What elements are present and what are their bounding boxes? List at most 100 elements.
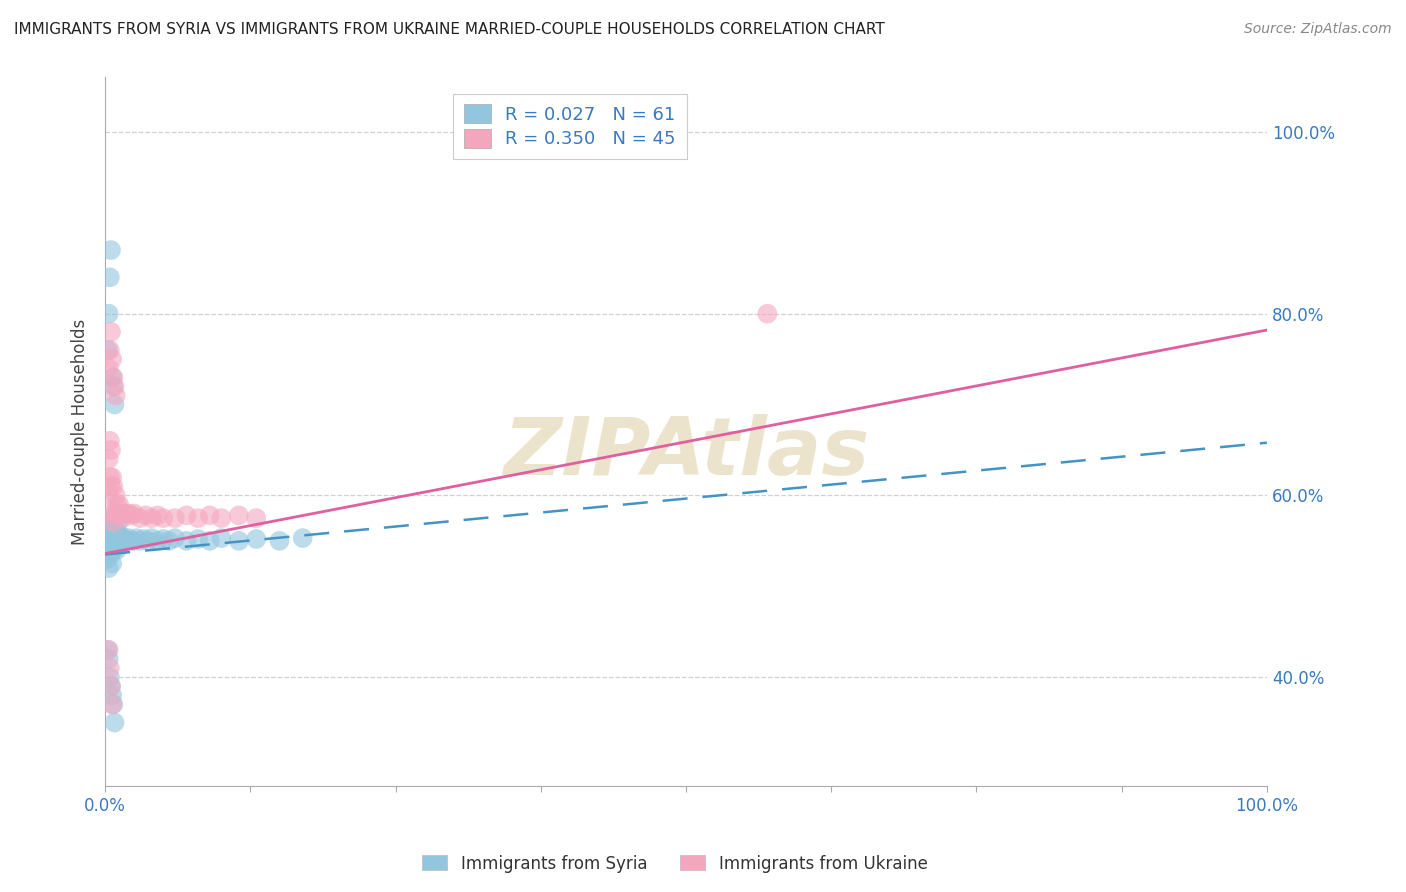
- Legend: R = 0.027   N = 61, R = 0.350   N = 45: R = 0.027 N = 61, R = 0.350 N = 45: [453, 94, 686, 160]
- Point: [108, 498, 131, 512]
- Point: [152, 511, 174, 525]
- Point: [103, 524, 125, 539]
- Point: [100, 243, 122, 257]
- Point: [114, 507, 136, 521]
- Point: [209, 531, 232, 545]
- Point: [101, 370, 124, 384]
- Point: [209, 511, 232, 525]
- Point: [107, 516, 129, 530]
- Point: [98, 661, 121, 675]
- Point: [108, 529, 131, 543]
- Point: [122, 507, 145, 521]
- Point: [152, 532, 174, 546]
- Point: [163, 531, 186, 545]
- Point: [125, 531, 148, 545]
- Point: [101, 470, 124, 484]
- Point: [105, 498, 128, 512]
- Point: [132, 532, 155, 546]
- Point: [96, 643, 118, 657]
- Point: [111, 535, 134, 549]
- Point: [101, 352, 124, 367]
- Point: [163, 511, 186, 525]
- Point: [228, 508, 250, 523]
- Point: [136, 533, 159, 548]
- Point: [97, 307, 120, 321]
- Point: [198, 508, 221, 523]
- Point: [120, 533, 142, 548]
- Point: [101, 688, 124, 702]
- Point: [110, 538, 132, 552]
- Point: [187, 532, 209, 546]
- Point: [96, 343, 118, 357]
- Point: [187, 511, 209, 525]
- Point: [103, 379, 125, 393]
- Point: [117, 531, 139, 545]
- Text: Source: ZipAtlas.com: Source: ZipAtlas.com: [1244, 22, 1392, 37]
- Point: [101, 557, 124, 571]
- Point: [98, 470, 121, 484]
- Point: [103, 479, 125, 493]
- Point: [98, 670, 121, 684]
- Point: [96, 529, 118, 543]
- Point: [146, 533, 169, 548]
- Point: [110, 507, 132, 521]
- Point: [96, 524, 118, 539]
- Point: [104, 529, 127, 543]
- Point: [97, 488, 120, 502]
- Point: [176, 533, 198, 548]
- Point: [100, 479, 122, 493]
- Point: [245, 511, 267, 525]
- Point: [97, 561, 120, 575]
- Point: [115, 533, 138, 548]
- Point: [129, 511, 152, 525]
- Point: [103, 370, 125, 384]
- Point: [97, 652, 120, 666]
- Point: [176, 508, 198, 523]
- Point: [107, 507, 129, 521]
- Point: [107, 533, 129, 548]
- Point: [100, 511, 122, 525]
- Point: [141, 531, 163, 545]
- Point: [100, 442, 122, 457]
- Point: [103, 538, 125, 552]
- Point: [103, 379, 125, 393]
- Point: [98, 434, 121, 448]
- Point: [121, 508, 143, 523]
- Point: [98, 270, 121, 285]
- Point: [111, 511, 134, 525]
- Text: ZIPAtlas: ZIPAtlas: [503, 414, 869, 492]
- Point: [97, 516, 120, 530]
- Point: [100, 529, 122, 543]
- Point: [245, 532, 267, 546]
- Point: [228, 533, 250, 548]
- Point: [129, 533, 152, 548]
- Point: [101, 533, 124, 548]
- Point: [100, 679, 122, 693]
- Point: [146, 508, 169, 523]
- Point: [103, 715, 125, 730]
- Point: [269, 533, 291, 548]
- Point: [291, 531, 314, 545]
- Point: [103, 698, 125, 712]
- Legend: Immigrants from Syria, Immigrants from Ukraine: Immigrants from Syria, Immigrants from U…: [416, 848, 934, 880]
- Point: [103, 507, 125, 521]
- Point: [198, 533, 221, 548]
- Point: [96, 552, 118, 566]
- Point: [141, 511, 163, 525]
- Point: [122, 533, 145, 548]
- Point: [110, 529, 132, 543]
- Point: [105, 542, 128, 557]
- Point: [98, 542, 121, 557]
- Point: [135, 508, 157, 523]
- Point: [104, 488, 127, 502]
- Point: [756, 307, 779, 321]
- Point: [157, 533, 180, 548]
- Point: [101, 698, 124, 712]
- Point: [117, 507, 139, 521]
- Point: [100, 679, 122, 693]
- Point: [100, 325, 122, 339]
- Point: [97, 538, 120, 552]
- Point: [112, 532, 135, 546]
- Point: [105, 524, 128, 539]
- Point: [101, 507, 124, 521]
